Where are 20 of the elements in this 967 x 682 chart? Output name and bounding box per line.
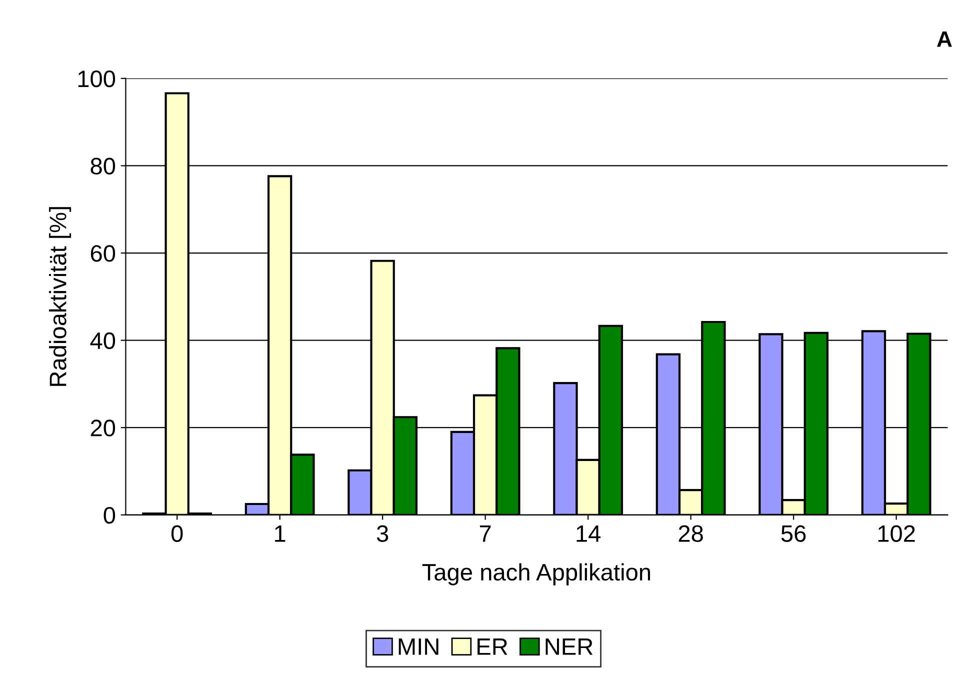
y-tick-label: 0: [104, 506, 116, 524]
y-tick-label: 40: [90, 332, 116, 350]
x-tick-label: 28: [678, 525, 703, 542]
y-axis-title: Radioaktivität [%]: [49, 207, 72, 386]
x-tick-label: 7: [480, 526, 491, 542]
x-tick-label: 3: [376, 525, 388, 542]
x-tick-label: 102: [878, 525, 915, 542]
legend-label: NER: [546, 638, 593, 655]
y-tick-label: 80: [90, 158, 116, 175]
y-tick-label: 100: [78, 70, 116, 88]
x-tick-label: 0: [171, 525, 183, 542]
y-tick-label: 60: [90, 245, 116, 262]
x-tick-label: 1: [275, 526, 286, 542]
legend-label: MIN: [398, 638, 438, 655]
x-tick-label: 14: [576, 526, 600, 542]
x-tick-label: 56: [781, 525, 806, 542]
legend-label: ER: [478, 638, 508, 655]
text: A: [937, 32, 952, 47]
y-tick-label: 20: [90, 420, 116, 436]
x-axis-title: Tage nach Applikation: [422, 563, 650, 586]
